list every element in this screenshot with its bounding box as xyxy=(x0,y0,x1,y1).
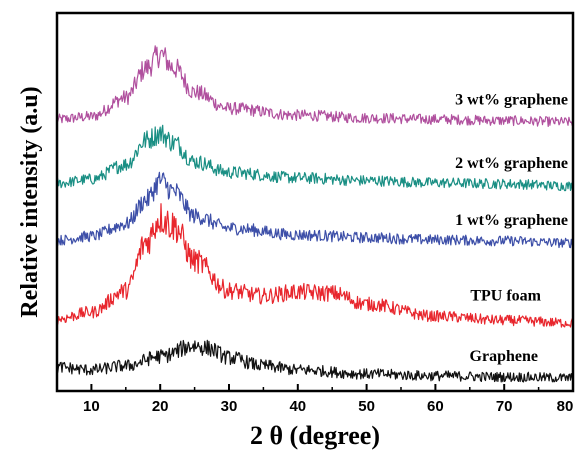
series-label: TPU foam xyxy=(470,287,541,304)
series-line-1-wt-graphene xyxy=(56,171,574,249)
series-label: 2 wt% graphene xyxy=(455,155,568,172)
x-tick-label: 40 xyxy=(289,398,306,415)
x-tick-label: 50 xyxy=(358,398,375,415)
series-line-2-wt-graphene xyxy=(57,124,574,192)
y-axis-title: Relative intensity (a.u) xyxy=(17,86,43,317)
x-tick-label: 10 xyxy=(83,398,100,415)
x-tick-label: 20 xyxy=(152,398,169,415)
x-tick-label: 80 xyxy=(557,398,574,415)
series-labels-group: 3 wt% graphene 2 wt% graphene 1 wt% graphe… xyxy=(455,92,568,365)
series-label: Graphene xyxy=(470,348,538,365)
plot-frame xyxy=(55,11,575,393)
series-line-3-wt-graphene xyxy=(56,45,574,127)
series-label: 3 wt% graphene xyxy=(455,92,568,109)
x-ticks-group: 10 20 30 40 50 60 70 80 xyxy=(56,384,574,415)
x-tick-label: 70 xyxy=(496,398,513,415)
series-label: 1 wt% graphene xyxy=(455,212,568,229)
x-tick-label: 60 xyxy=(427,398,444,415)
curves-group xyxy=(56,45,574,383)
x-tick-label: 30 xyxy=(221,398,238,415)
series-line-graphene xyxy=(56,339,574,383)
series-line-tpu-foam xyxy=(56,203,574,328)
x-axis-title: 2 θ (degree) xyxy=(250,421,380,450)
